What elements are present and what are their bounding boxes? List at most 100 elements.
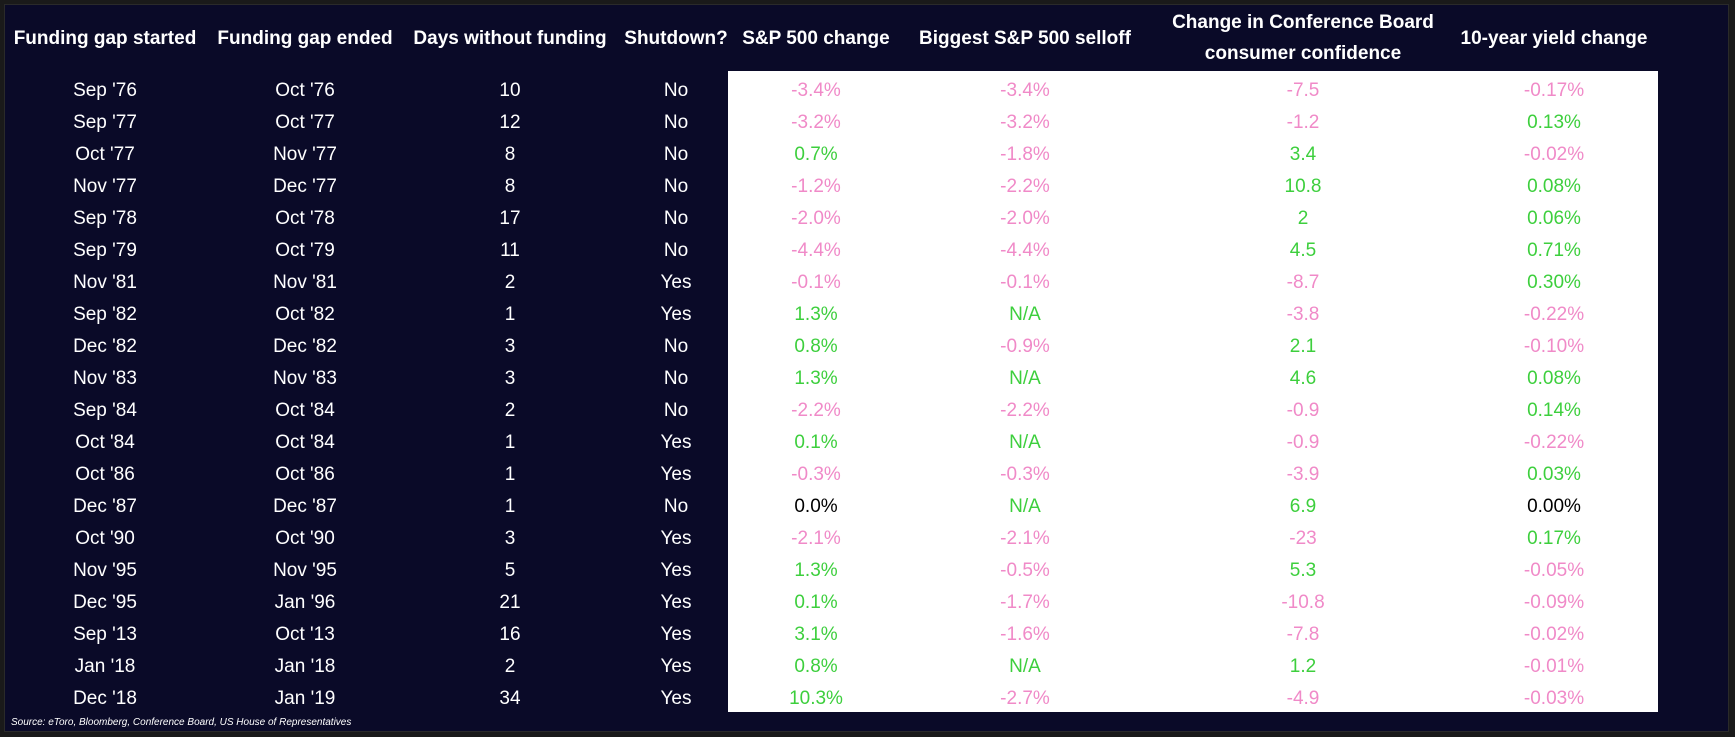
cell-gap-started: Sep '77 (73, 112, 137, 133)
cell-gap-ended: Oct '78 (275, 208, 335, 229)
cell-shutdown: No (663, 80, 689, 101)
cell-biggest-selloff: -2.7% (1000, 688, 1050, 709)
source-note: Source: eToro, Bloomberg, Conference Boa… (11, 717, 352, 728)
cell-yield-change: 0.03% (1527, 464, 1581, 485)
cell-gap-started: Sep '13 (73, 624, 137, 645)
cell-shutdown: No (663, 176, 689, 197)
cell-sp500-change: 3.1% (794, 624, 838, 645)
cell-days-without-funding: 3 (504, 528, 516, 549)
cell-yield-change: -0.02% (1523, 144, 1585, 165)
cell-shutdown: Yes (660, 688, 692, 709)
cell-gap-started: Nov '95 (73, 560, 137, 581)
cell-shutdown: No (663, 208, 689, 229)
cell-consumer-confidence: -3.8 (1286, 304, 1320, 325)
cell-days-without-funding: 17 (499, 208, 521, 229)
cell-days-without-funding: 3 (504, 368, 516, 389)
cell-consumer-confidence: -0.9 (1286, 432, 1320, 453)
cell-yield-change: -0.01% (1523, 656, 1585, 677)
header-biggest-sp500-selloff: Biggest S&P 500 selloff (919, 27, 1131, 49)
cell-sp500-change: 1.3% (794, 368, 838, 389)
table-frame: Funding gap started Funding gap ended Days… (4, 4, 1729, 732)
cell-consumer-confidence: -10.8 (1281, 592, 1325, 613)
cell-sp500-change: 10.3% (789, 688, 843, 709)
table-row: Dec '87 Dec '87 1 No 0.0% N/A 6.9 0.00% (5, 491, 1728, 523)
cell-gap-ended: Dec '87 (273, 496, 337, 517)
cell-sp500-change: -4.4% (791, 240, 841, 261)
cell-gap-ended: Oct '82 (275, 304, 335, 325)
cell-sp500-change: -3.2% (791, 112, 841, 133)
cell-gap-ended: Oct '84 (275, 400, 335, 421)
cell-gap-started: Sep '82 (73, 304, 137, 325)
cell-days-without-funding: 5 (504, 560, 516, 581)
cell-gap-ended: Jan '18 (274, 656, 336, 677)
header-sp500-change: S&P 500 change (742, 27, 890, 49)
cell-shutdown: No (663, 400, 689, 421)
table-row: Sep '84 Oct '84 2 No -2.2% -2.2% -0.9 0.14% (5, 395, 1728, 427)
cell-biggest-selloff: -1.6% (1000, 624, 1050, 645)
header-consumer-confidence-change: Change in Conference Board consumer conf… (1172, 12, 1434, 64)
table-row: Oct '86 Oct '86 1 Yes -0.3% -0.3% -3.9 0.03% (5, 459, 1728, 491)
cell-consumer-confidence: 6.9 (1289, 496, 1317, 517)
cell-shutdown: No (663, 368, 689, 389)
cell-consumer-confidence: -1.2 (1286, 112, 1320, 133)
cell-sp500-change: -2.1% (791, 528, 841, 549)
cell-yield-change: 0.06% (1527, 208, 1581, 229)
cell-gap-ended: Oct '86 (275, 464, 335, 485)
table-row: Dec '18 Jan '19 34 Yes 10.3% -2.7% -4.9 -0.03% (5, 683, 1728, 715)
cell-gap-ended: Nov '77 (273, 144, 337, 165)
table-row: Nov '77 Dec '77 8 No -1.2% -2.2% 10.8 0.08% (5, 171, 1728, 203)
table-row: Dec '82 Dec '82 3 No 0.8% -0.9% 2.1 -0.10% (5, 331, 1728, 363)
cell-yield-change: -0.09% (1523, 592, 1585, 613)
cell-gap-ended: Jan '96 (274, 592, 336, 613)
cell-shutdown: Yes (660, 304, 692, 325)
cell-consumer-confidence: -0.9 (1286, 400, 1320, 421)
cell-gap-started: Oct '90 (75, 528, 135, 549)
cell-shutdown: Yes (660, 592, 692, 613)
cell-gap-ended: Nov '81 (273, 272, 337, 293)
cell-consumer-confidence: -4.9 (1286, 688, 1320, 709)
cell-consumer-confidence: 10.8 (1284, 176, 1322, 197)
cell-shutdown: No (663, 496, 689, 517)
table-row: Oct '77 Nov '77 8 No 0.7% -1.8% 3.4 -0.02% (5, 139, 1728, 171)
cell-biggest-selloff: N/A (1009, 432, 1041, 453)
cell-days-without-funding: 8 (504, 144, 516, 165)
cell-gap-started: Oct '77 (75, 144, 135, 165)
table-row: Nov '83 Nov '83 3 No 1.3% N/A 4.6 0.08% (5, 363, 1728, 395)
cell-biggest-selloff: -0.1% (1000, 272, 1050, 293)
table-row: Nov '95 Nov '95 5 Yes 1.3% -0.5% 5.3 -0.05% (5, 555, 1728, 587)
metrics-panel (728, 71, 1658, 712)
cell-gap-ended: Oct '90 (275, 528, 335, 549)
cell-yield-change: -0.05% (1523, 560, 1585, 581)
cell-sp500-change: 1.3% (794, 560, 838, 581)
cell-yield-change: 0.08% (1527, 368, 1581, 389)
table-row: Sep '79 Oct '79 11 No -4.4% -4.4% 4.5 0.71% (5, 235, 1728, 267)
table-row: Oct '84 Oct '84 1 Yes 0.1% N/A -0.9 -0.22% (5, 427, 1728, 459)
cell-gap-ended: Oct '76 (275, 80, 335, 101)
cell-gap-started: Dec '82 (73, 336, 137, 357)
header-funding-gap-started: Funding gap started (13, 27, 197, 49)
cell-gap-started: Dec '87 (73, 496, 137, 517)
cell-consumer-confidence: 2 (1297, 208, 1309, 229)
cell-sp500-change: 0.8% (794, 656, 838, 677)
cell-gap-ended: Oct '84 (275, 432, 335, 453)
table-row: Dec '95 Jan '96 21 Yes 0.1% -1.7% -10.8 -0.09% (5, 587, 1728, 619)
cell-biggest-selloff: -0.3% (1000, 464, 1050, 485)
cell-biggest-selloff: -2.2% (1000, 400, 1050, 421)
cell-gap-started: Sep '76 (73, 80, 137, 101)
cell-consumer-confidence: 3.4 (1289, 144, 1317, 165)
cell-sp500-change: -2.2% (791, 400, 841, 421)
cell-consumer-confidence: 5.3 (1289, 560, 1317, 581)
cell-yield-change: 0.13% (1527, 112, 1581, 133)
cell-biggest-selloff: -0.9% (1000, 336, 1050, 357)
cell-days-without-funding: 1 (504, 304, 516, 325)
cell-days-without-funding: 2 (504, 272, 516, 293)
cell-shutdown: Yes (660, 528, 692, 549)
cell-gap-ended: Dec '82 (273, 336, 337, 357)
cell-days-without-funding: 11 (500, 240, 520, 261)
cell-gap-started: Nov '81 (73, 272, 137, 293)
cell-consumer-confidence: 1.2 (1289, 656, 1317, 677)
table-row: Sep '78 Oct '78 17 No -2.0% -2.0% 2 0.06% (5, 203, 1728, 235)
cell-gap-ended: Nov '95 (273, 560, 337, 581)
cell-consumer-confidence: -8.7 (1286, 272, 1320, 293)
cell-sp500-change: -0.3% (791, 464, 841, 485)
